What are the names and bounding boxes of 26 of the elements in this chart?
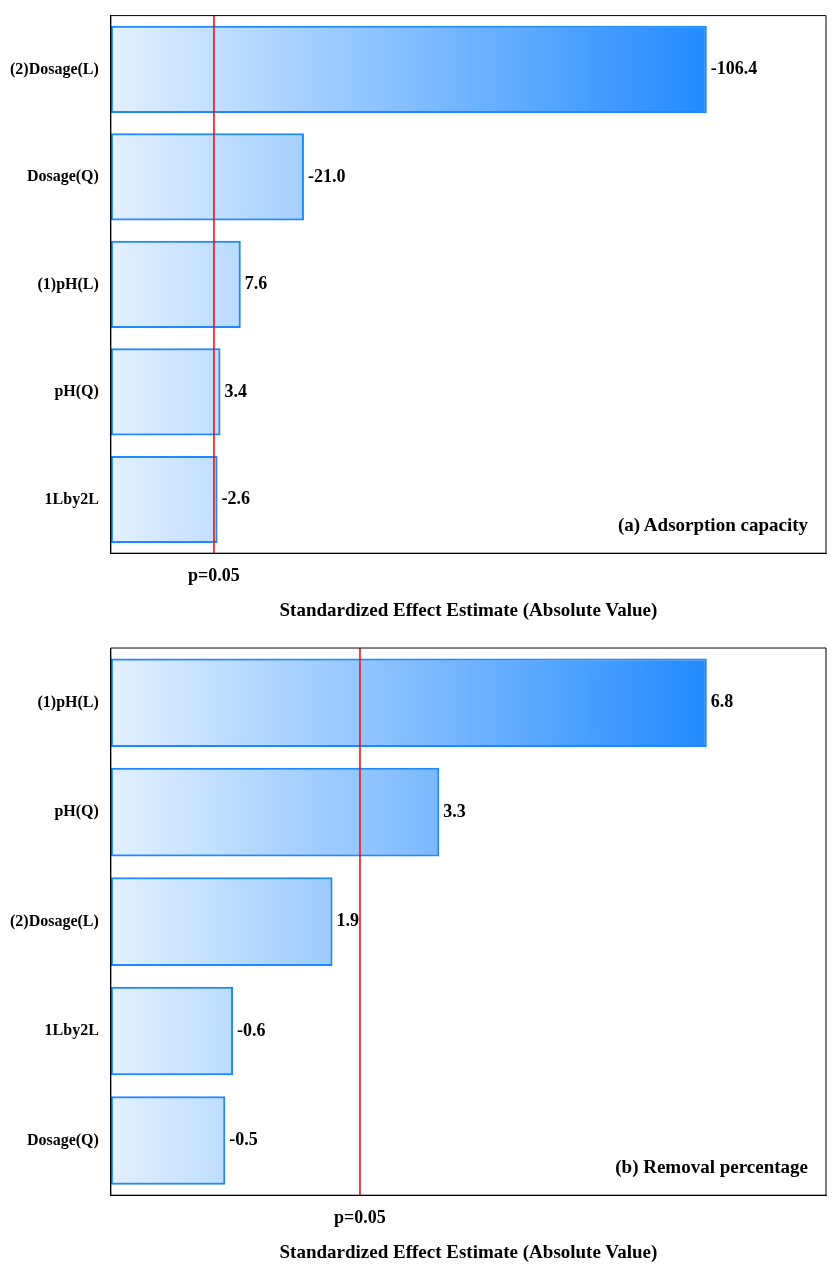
y-tick-label: Dosage(Q) xyxy=(26,167,99,186)
annotation: 7.6 xyxy=(244,273,268,294)
annotation: -21.0 xyxy=(307,165,346,186)
text: p=0.05 xyxy=(188,564,240,585)
y-tick-label: (1)pH(L) xyxy=(37,274,99,293)
text: 6.8 xyxy=(710,691,734,712)
y-tick-label: (1)pH(L) xyxy=(37,692,99,711)
y-tick-label: 1Lby2L xyxy=(44,1021,99,1040)
y-tick-label: pH(Q) xyxy=(54,802,99,821)
annotation: (a) Adsorption capacity xyxy=(618,513,809,536)
y-tick-label: Dosage(Q) xyxy=(26,1130,99,1149)
annotation: -0.5 xyxy=(229,1129,258,1150)
text: -106.4 xyxy=(710,58,758,79)
x-axis-title: Standardized Effect Estimate (Absolute Value) xyxy=(279,598,658,621)
text: p=0.05 xyxy=(334,1206,386,1227)
annotation: 3.3 xyxy=(443,800,466,821)
annotation: 3.4 xyxy=(224,380,248,401)
x-axis-title: Standardized Effect Estimate (Absolute Value) xyxy=(279,1240,658,1263)
annotation: (b) Removal percentage xyxy=(615,1155,808,1178)
annotation: -2.6 xyxy=(221,488,251,509)
y-tick-label: 1Lby2L xyxy=(44,489,99,508)
y-tick-label: (2)Dosage(L) xyxy=(9,59,99,78)
y-tick-label: (2)Dosage(L) xyxy=(9,911,99,930)
y-tick-label: pH(Q) xyxy=(54,382,99,401)
annotation: -0.6 xyxy=(237,1019,266,1040)
annotation: 1.9 xyxy=(336,910,360,931)
